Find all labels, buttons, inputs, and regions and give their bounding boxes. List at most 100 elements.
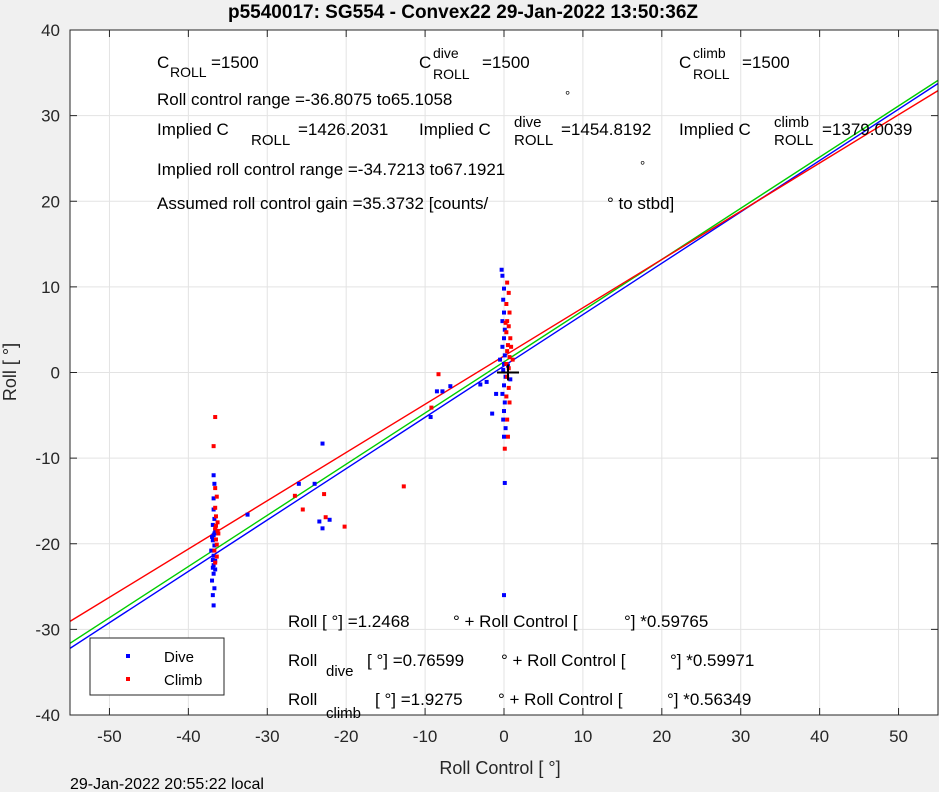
y-tick-label: -10 xyxy=(35,449,60,468)
dive-point xyxy=(484,379,489,384)
origin-marker xyxy=(497,364,519,381)
dive-point xyxy=(209,548,214,553)
x-tick-label: 50 xyxy=(889,727,908,746)
climb-point xyxy=(215,520,220,525)
dive-point xyxy=(502,400,507,405)
dive-point xyxy=(211,563,216,568)
svg-text:Roll: Roll xyxy=(288,651,317,670)
climb-point xyxy=(322,492,327,497)
climb-point xyxy=(213,537,218,542)
dive-point xyxy=(212,481,217,486)
climb-point xyxy=(505,349,510,354)
climb-point xyxy=(323,515,328,520)
roll-control-range-degree: ° xyxy=(565,88,570,103)
climb-point xyxy=(213,486,218,491)
svg-text:C: C xyxy=(419,53,431,72)
svg-text:=1500: =1500 xyxy=(742,53,790,72)
svg-text:° + Roll Control [: ° + Roll Control [ xyxy=(501,651,626,670)
dive-point xyxy=(212,543,217,548)
climb-point xyxy=(214,494,219,499)
climb-point xyxy=(213,415,218,420)
implied-c-roll-climb: Implied C climb ROLL =1379.0039 xyxy=(679,114,912,149)
svg-text:dive: dive xyxy=(433,45,459,61)
climb-point xyxy=(429,405,434,410)
dive-point xyxy=(448,384,453,389)
dive-point xyxy=(500,391,505,396)
y-tick-label: 20 xyxy=(41,192,60,211)
svg-text:dive: dive xyxy=(326,663,354,680)
dive-point xyxy=(501,367,506,372)
svg-text:=1379.0039: =1379.0039 xyxy=(822,120,912,139)
y-tick-label: -30 xyxy=(35,620,60,639)
climb-point xyxy=(213,560,218,565)
climb-point xyxy=(508,336,513,341)
climb-point xyxy=(507,310,512,315)
dive-point xyxy=(296,481,301,486)
svg-text:°] *0.59765: °] *0.59765 xyxy=(624,612,708,631)
dive-point xyxy=(501,297,506,302)
dive-point xyxy=(502,286,506,291)
climb-point xyxy=(213,505,218,510)
implied-roll-control-range: Implied roll control range =-34.7213 to6… xyxy=(157,160,505,179)
dive-point xyxy=(320,526,325,531)
svg-text:=1454.8192: =1454.8192 xyxy=(561,120,651,139)
climb-point xyxy=(509,344,514,349)
dive-point xyxy=(210,593,215,598)
dive-point xyxy=(502,434,506,439)
svg-text:Roll: Roll xyxy=(288,690,317,709)
x-tick-label: 20 xyxy=(652,727,671,746)
svg-text:° + Roll Control [: ° + Roll Control [ xyxy=(453,612,578,631)
dive-point xyxy=(213,567,218,572)
climb-point xyxy=(503,320,508,325)
implied-range-degree: ° xyxy=(640,158,645,173)
dive-point xyxy=(502,336,506,341)
implied-c-roll-dive: Implied C dive ROLL =1454.8192 xyxy=(419,114,651,149)
chart-title: p5540017: SG554 - Convex22 29-Jan-2022 1… xyxy=(228,2,698,23)
svg-text:=1500: =1500 xyxy=(211,53,259,72)
svg-text:climb: climb xyxy=(693,45,726,61)
svg-text:ROLL: ROLL xyxy=(774,132,813,149)
climb-point xyxy=(504,394,509,399)
svg-text:climb: climb xyxy=(774,114,809,131)
dive-point xyxy=(428,415,433,420)
y-tick-label: 30 xyxy=(41,107,60,126)
dive-point xyxy=(211,496,216,501)
dive-point xyxy=(499,267,504,272)
climb-point xyxy=(505,417,510,422)
climb-point xyxy=(213,523,218,528)
climb-point xyxy=(507,355,512,360)
roll-control-range: Roll control range =-36.8075 to65.1058 xyxy=(157,90,452,109)
dive-point xyxy=(500,273,505,278)
dive-point xyxy=(478,382,483,387)
dive-point xyxy=(502,593,506,598)
x-tick-label: 10 xyxy=(573,727,592,746)
y-tick-label: 10 xyxy=(41,278,60,297)
dive-point xyxy=(211,553,216,558)
dive-point xyxy=(210,565,215,570)
climb-point xyxy=(504,302,509,306)
dive-point xyxy=(502,310,506,315)
legend-dive-marker xyxy=(126,654,130,658)
x-tick-label: -10 xyxy=(413,727,438,746)
dive-point xyxy=(211,603,216,608)
svg-text:ROLL: ROLL xyxy=(514,132,553,149)
dive-point xyxy=(494,391,499,396)
climb-point xyxy=(342,524,347,529)
dive-point xyxy=(434,389,439,394)
y-axis-label: Roll [ °] xyxy=(0,343,20,401)
dive-point xyxy=(502,361,506,366)
dive-point xyxy=(508,377,513,382)
dive-point xyxy=(210,558,215,563)
y-tick-labels: -40 -30 -20 -10 0 10 20 30 40 xyxy=(35,21,60,725)
climb-point xyxy=(504,330,509,335)
dive-point xyxy=(210,534,215,539)
dive-point xyxy=(502,327,507,332)
y-tick-label: 40 xyxy=(41,21,60,40)
svg-text:C: C xyxy=(157,53,169,72)
dive-point xyxy=(502,480,507,485)
svg-text:Roll [ °] =1.2468: Roll [ °] =1.2468 xyxy=(288,612,410,631)
c-roll-climb-annotation: C climb ROLL =1500 xyxy=(679,45,790,82)
climb-point xyxy=(504,361,509,366)
dive-point xyxy=(490,411,495,416)
